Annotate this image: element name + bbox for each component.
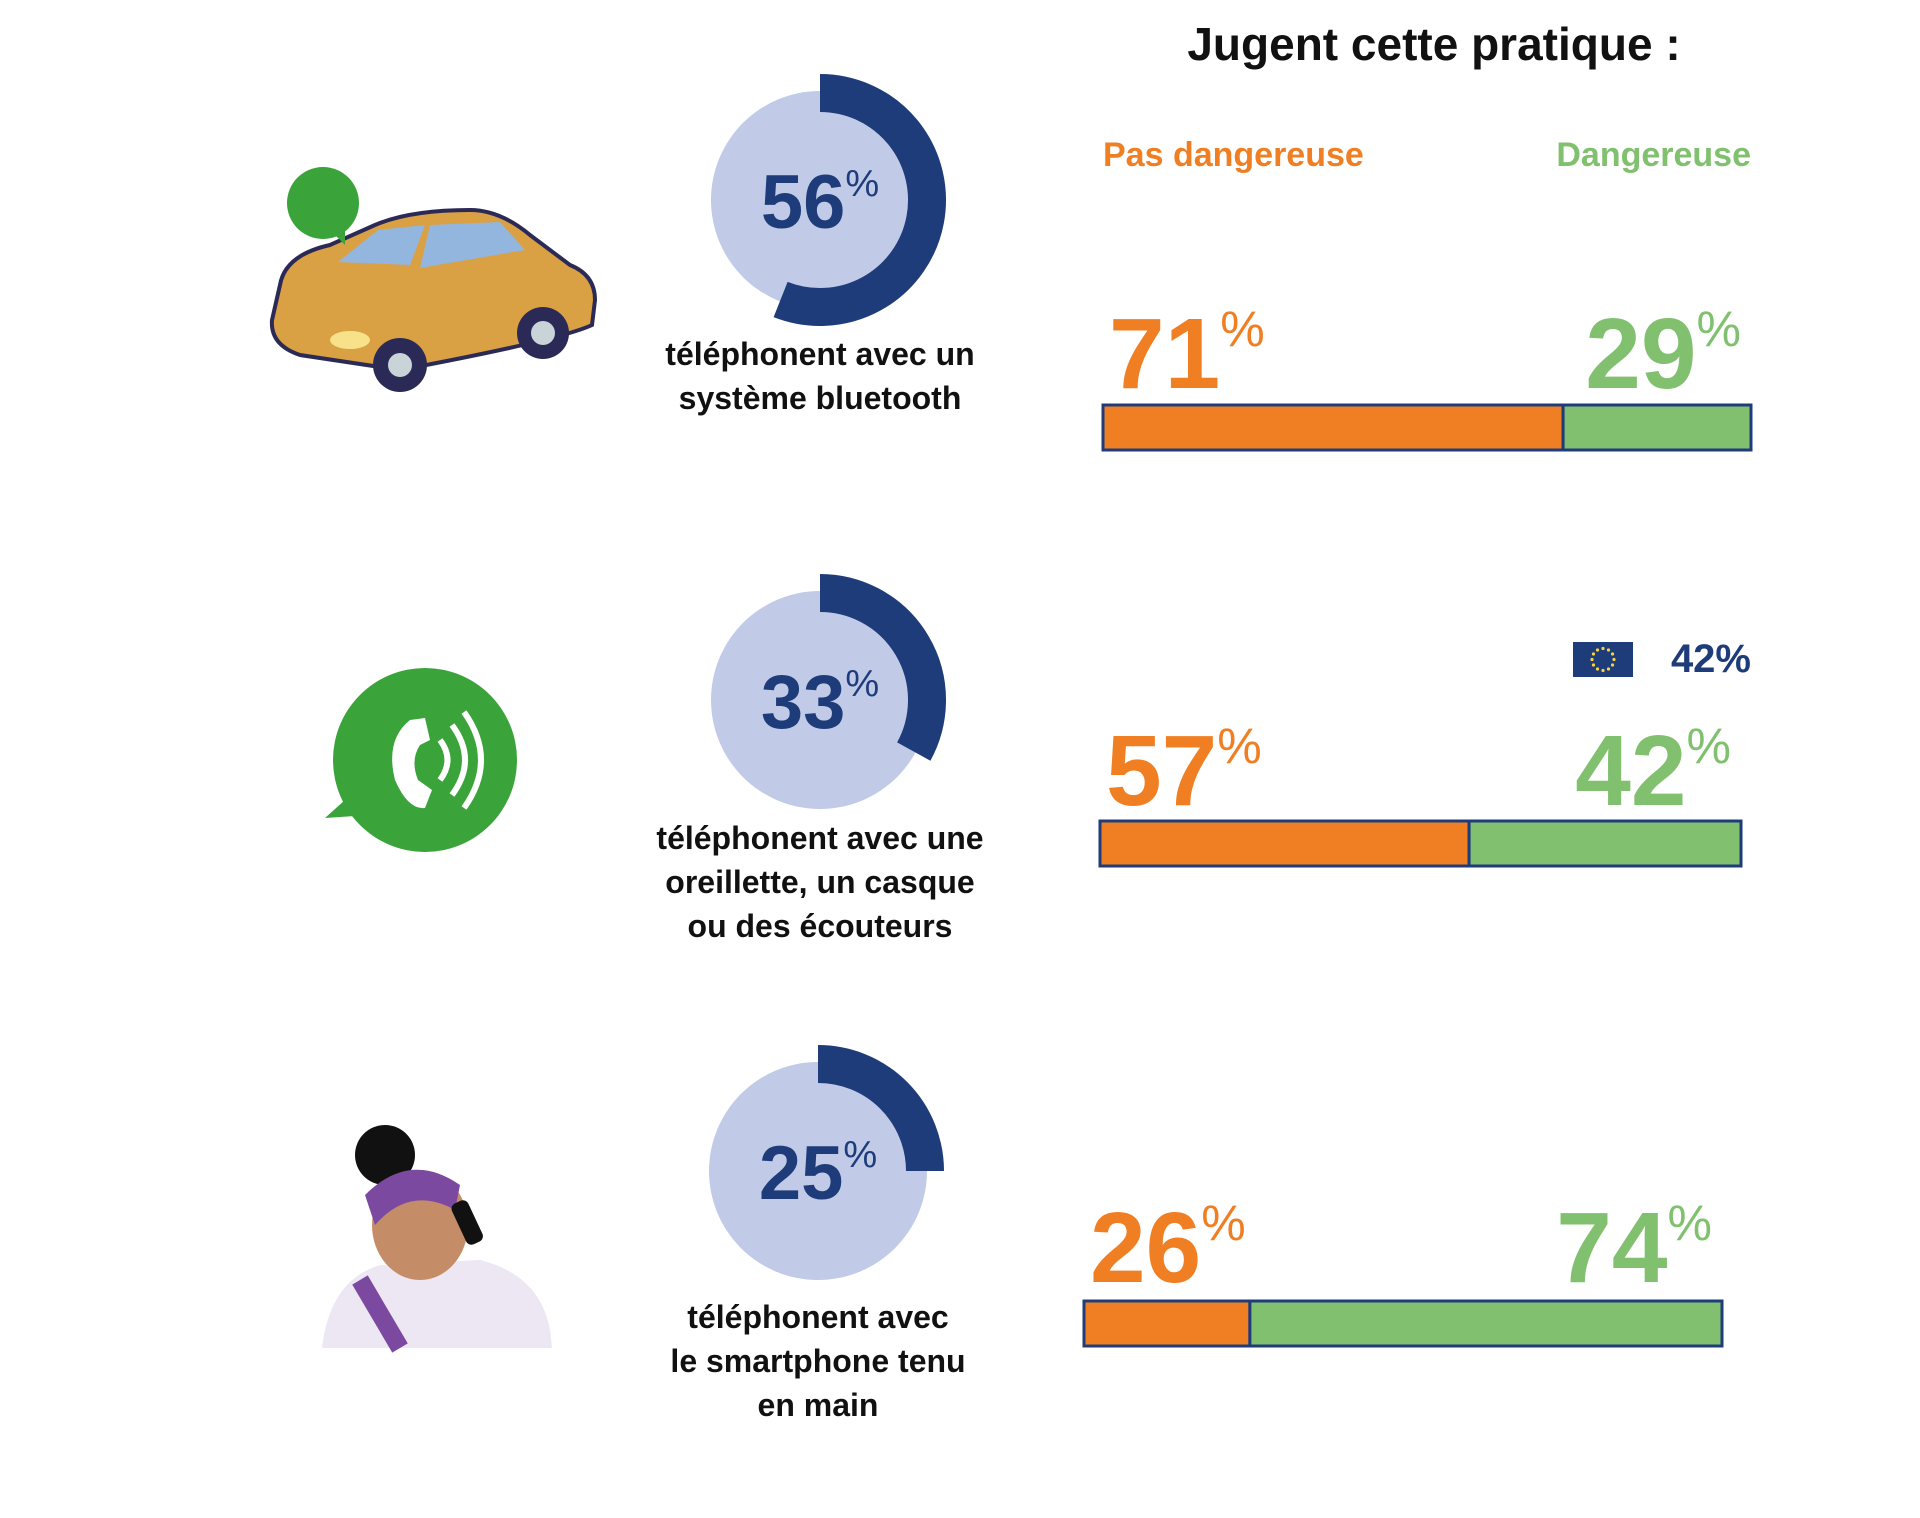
person-icon	[322, 1125, 552, 1353]
donut-background	[711, 591, 929, 809]
title: Jugent cette pratique :	[1187, 18, 1680, 70]
donut-background	[709, 1062, 927, 1280]
eu-star	[1610, 663, 1615, 667]
donut-arc	[817, 1045, 944, 1172]
bar-not-dangerous	[1082, 1299, 1252, 1348]
description-line: en main	[758, 1387, 879, 1423]
donut-label: 33%	[761, 660, 879, 745]
description-line: téléphonent avec un	[665, 336, 974, 372]
description-line: téléphonent avec une	[656, 820, 983, 856]
value-label-not-dangerous: 57%	[1106, 715, 1262, 827]
eu-star	[1606, 648, 1611, 652]
eu-star	[1601, 668, 1605, 673]
bar-dangerous	[1561, 403, 1753, 452]
donut-background	[711, 91, 929, 309]
legend-not-dangerous: Pas dangereuse	[1103, 136, 1364, 174]
description-line: oreillette, un casque	[665, 864, 974, 900]
description-line: téléphonent avec	[687, 1299, 948, 1335]
phone-bubble-icon	[325, 668, 517, 852]
description-line: le smartphone tenu	[670, 1343, 965, 1379]
donut-arc	[773, 74, 946, 326]
eu-annotation: 42%	[1671, 637, 1751, 681]
legend-dangerous: Dangereuse	[1556, 136, 1751, 174]
eu-star	[1595, 667, 1600, 671]
eu-star	[1595, 648, 1600, 652]
value-label-not-dangerous: 71%	[1109, 298, 1265, 410]
donut-label: 56%	[761, 160, 879, 245]
value-label-dangerous: 74%	[1556, 1192, 1712, 1304]
donut-label: 25%	[759, 1131, 877, 1216]
eu-star	[1590, 657, 1594, 662]
description-line: ou des écouteurs	[688, 908, 953, 944]
eu-star	[1601, 646, 1605, 651]
car-icon	[269, 167, 598, 392]
eu-star	[1612, 657, 1616, 662]
value-label-dangerous: 29%	[1585, 298, 1741, 410]
bar-dangerous	[1467, 819, 1743, 868]
eu-star	[1591, 663, 1596, 667]
eu-star	[1606, 667, 1611, 671]
eu-star	[1591, 652, 1596, 656]
bar-not-dangerous	[1101, 403, 1565, 452]
description-line: système bluetooth	[679, 380, 962, 416]
value-label-not-dangerous: 26%	[1090, 1192, 1246, 1304]
donut-arc	[819, 574, 946, 761]
bar-dangerous	[1248, 1299, 1724, 1348]
bar-not-dangerous	[1098, 819, 1471, 868]
value-label-dangerous: 42%	[1575, 715, 1731, 827]
eu-star	[1610, 652, 1615, 656]
